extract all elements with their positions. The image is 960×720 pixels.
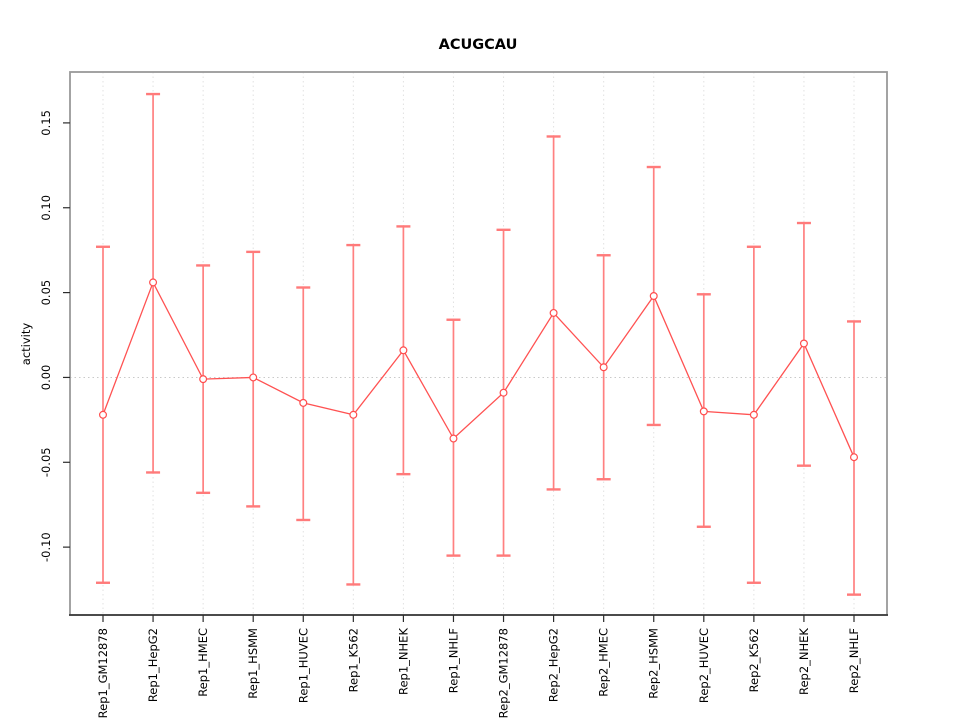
x-axis-tick-label: Rep2_NHEK bbox=[797, 628, 811, 695]
x-axis-tick-label: Rep1_GM12878 bbox=[96, 628, 110, 718]
data-point bbox=[249, 373, 258, 382]
data-point bbox=[449, 434, 458, 443]
x-axis-tick-label: Rep1_NHEK bbox=[396, 628, 410, 695]
x-axis-tick-label: Rep2_HMEC bbox=[597, 628, 611, 697]
axes-layer: -0.10 -0.05 0.00 0.05 0.10 0.15 Rep1_GM12878 Re… bbox=[39, 71, 888, 718]
x-axis-tick-label: Rep1_HepG2 bbox=[146, 628, 160, 702]
gridlines-layer bbox=[70, 72, 887, 615]
x-axis-tick-label: Rep1_NHLF bbox=[446, 628, 460, 693]
data-point bbox=[849, 453, 858, 462]
data-point bbox=[149, 278, 158, 287]
data-point bbox=[649, 291, 658, 300]
chart-title: ACUGCAU bbox=[439, 37, 518, 53]
y-axis-label: activity bbox=[19, 323, 33, 366]
x-axis-tick-label: Rep1_HSMM bbox=[246, 628, 260, 699]
x-axis-tick-label: Rep2_HUVEC bbox=[697, 628, 711, 703]
x-axis-tick-label: Rep2_HepG2 bbox=[547, 628, 561, 702]
y-axis-tick-label: 0.00 bbox=[39, 365, 53, 391]
data-point bbox=[699, 407, 708, 416]
y-axis-tick-label: 0.10 bbox=[39, 195, 53, 221]
data-point bbox=[98, 410, 107, 419]
x-axis-tick-label: Rep1_HMEC bbox=[196, 628, 210, 697]
plot-border bbox=[69, 71, 888, 616]
data-point bbox=[399, 346, 408, 355]
x-axis-tick-label: Rep2_K562 bbox=[747, 628, 761, 692]
data-point bbox=[199, 375, 208, 384]
y-axis-tick-label: -0.05 bbox=[39, 447, 53, 477]
x-axis-tick-label: Rep2_HSMM bbox=[647, 628, 661, 699]
x-axis-tick-label: Rep1_K562 bbox=[346, 628, 360, 692]
y-axis-tick-label: -0.10 bbox=[39, 532, 53, 562]
data-point bbox=[299, 398, 308, 407]
data-point bbox=[499, 388, 508, 397]
error-bars-layer bbox=[96, 92, 861, 596]
series-line bbox=[102, 280, 855, 458]
series-layer bbox=[98, 278, 858, 462]
x-axis-tick-label: Rep2_GM12878 bbox=[497, 628, 511, 718]
data-point bbox=[599, 363, 608, 372]
x-axis-tick-label: Rep2_NHLF bbox=[847, 628, 861, 693]
data-point bbox=[749, 410, 758, 419]
y-axis-tick-label: 0.05 bbox=[39, 280, 53, 306]
data-point bbox=[549, 308, 558, 317]
y-axis-tick-label: 0.15 bbox=[39, 110, 53, 136]
data-point bbox=[349, 410, 358, 419]
data-point bbox=[799, 339, 808, 348]
x-axis-tick-label: Rep1_HUVEC bbox=[296, 628, 310, 703]
